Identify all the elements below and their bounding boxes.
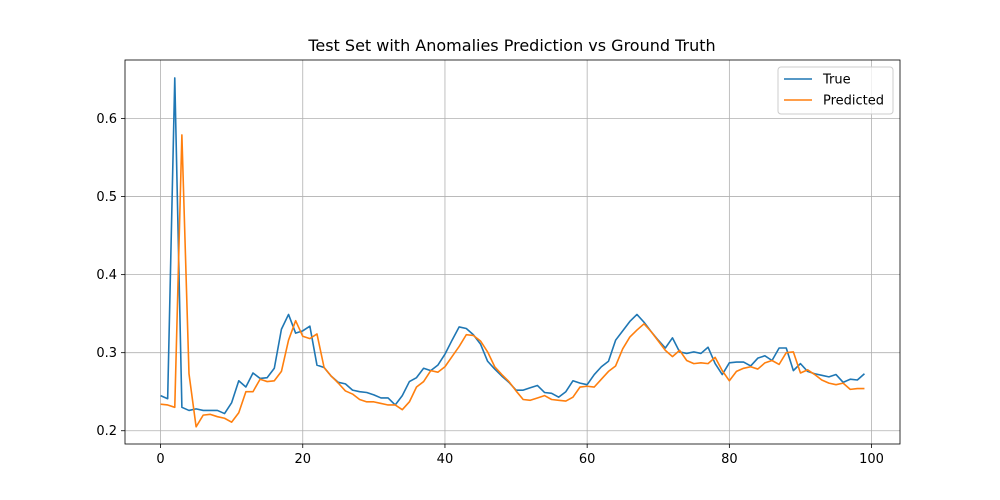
y-tick-label: 0.5 bbox=[96, 190, 117, 205]
x-tick-label: 60 bbox=[579, 452, 596, 467]
series-lines bbox=[160, 77, 865, 428]
gridlines bbox=[125, 60, 900, 444]
legend-label-predicted: Predicted bbox=[823, 94, 884, 109]
x-axis: 0 20 40 60 80 100 bbox=[156, 444, 884, 467]
series-line-predicted bbox=[160, 134, 865, 428]
y-tick-label: 0.2 bbox=[96, 424, 117, 439]
x-tick-label: 100 bbox=[859, 452, 884, 467]
plot-area-frame bbox=[124, 59, 901, 445]
x-tick-label: 40 bbox=[437, 452, 454, 467]
legend: True Predicted bbox=[777, 66, 894, 115]
chart-title: Test Set with Anomalies Prediction vs Gr… bbox=[307, 36, 715, 55]
y-tick-label: 0.4 bbox=[96, 268, 117, 283]
y-tick-label: 0.6 bbox=[96, 112, 117, 127]
y-axis: 0.2 0.3 0.4 0.5 0.6 bbox=[96, 112, 125, 439]
x-tick-label: 80 bbox=[721, 452, 738, 467]
y-tick-label: 0.3 bbox=[96, 346, 117, 361]
x-tick-label: 0 bbox=[156, 452, 164, 467]
x-tick-label: 20 bbox=[294, 452, 311, 467]
legend-label-true: True bbox=[822, 73, 851, 88]
